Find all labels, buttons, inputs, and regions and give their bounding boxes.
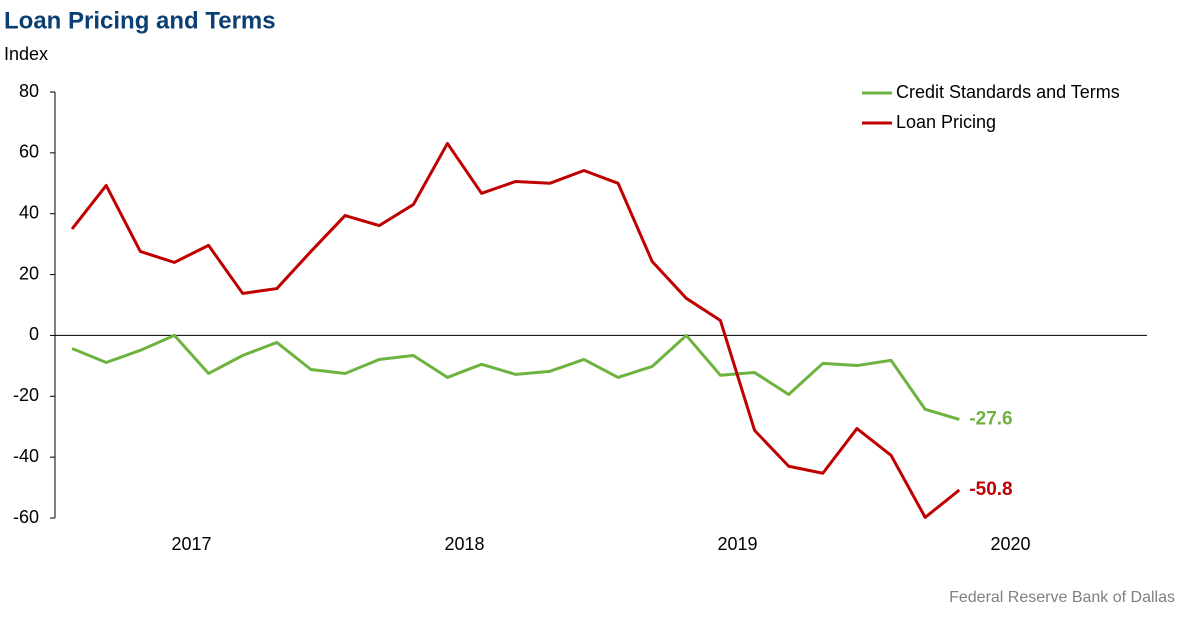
y-tick-label: 80 xyxy=(19,81,39,101)
y-tick-label: -60 xyxy=(13,507,39,527)
legend-label: Credit Standards and Terms xyxy=(896,82,1120,102)
end-label: -50.8 xyxy=(969,479,1012,500)
source: Federal Reserve Bank of Dallas xyxy=(949,589,1175,606)
series-line xyxy=(70,141,961,519)
y-axis-label: Index xyxy=(4,44,48,64)
y-tick-label: -20 xyxy=(13,385,39,405)
legend-label: Loan Pricing xyxy=(896,112,996,132)
x-tick-label: 2020 xyxy=(990,534,1030,554)
y-tick-label: 60 xyxy=(19,142,39,162)
y-tick-label: 0 xyxy=(29,324,39,344)
x-tick-label: 2019 xyxy=(717,534,757,554)
x-tick-label: 2018 xyxy=(444,534,484,554)
y-tick-label: 40 xyxy=(19,202,39,222)
series-line xyxy=(71,333,960,421)
y-tick-label: -40 xyxy=(13,446,39,466)
y-tick-label: 20 xyxy=(19,263,39,283)
chart-title: Loan Pricing and Terms xyxy=(4,7,276,34)
x-tick-label: 2017 xyxy=(171,534,211,554)
end-label: -27.6 xyxy=(969,408,1012,429)
